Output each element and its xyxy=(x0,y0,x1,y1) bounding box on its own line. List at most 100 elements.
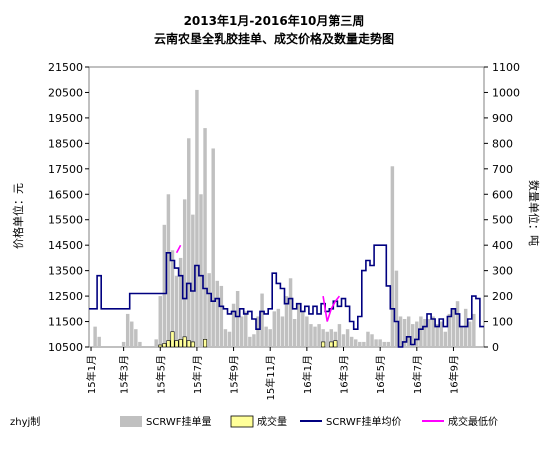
order-volume-bar xyxy=(362,341,366,347)
order-volume-bar xyxy=(239,316,244,347)
y-left-tick-label: 15500 xyxy=(48,214,83,227)
x-tick-label: 16年9月 xyxy=(447,355,460,394)
order-volume-bar xyxy=(394,270,399,347)
deal-volume-bar xyxy=(182,336,187,348)
order-volume-bar xyxy=(398,316,403,347)
order-volume-bar xyxy=(284,296,289,347)
order-volume-bar xyxy=(309,324,313,347)
y-right-tick-label: 900 xyxy=(492,112,513,125)
order-volume-bar xyxy=(463,308,468,347)
deal-volume-bar xyxy=(158,344,163,348)
order-volume-bar xyxy=(280,316,285,347)
y-axis-left-label: 价格单位：元 xyxy=(11,183,25,249)
deal-volume-bar xyxy=(321,341,326,348)
legend-label-deal-volume: 成交量 xyxy=(257,415,287,428)
order-volume-bar xyxy=(244,311,248,347)
y-left-tick-label: 17500 xyxy=(48,163,83,176)
y-left-tick-label: 20500 xyxy=(48,86,83,99)
x-tick-label: 15年11月 xyxy=(264,355,277,400)
y-right-tick-label: 100 xyxy=(492,316,513,329)
y-right-tick-label: 300 xyxy=(492,265,513,278)
deal-volume-bar xyxy=(170,331,175,348)
y-left-tick-label: 18500 xyxy=(48,137,83,150)
order-volume-bar xyxy=(455,301,460,347)
order-volume-bar xyxy=(402,319,407,347)
order-volume-bar xyxy=(301,311,305,347)
y-left-tick-label: 11500 xyxy=(48,316,83,329)
y-right-tick-label: 200 xyxy=(492,290,513,303)
y-right-tick-label: 400 xyxy=(492,239,513,252)
order-volume-bar xyxy=(419,316,423,347)
order-volume-bar xyxy=(374,339,378,347)
order-volume-bar xyxy=(415,321,419,347)
order-volume-bar xyxy=(260,293,264,347)
order-volume-bar xyxy=(235,291,240,347)
y-right-tick-label: 800 xyxy=(492,137,513,150)
order-volume-bar xyxy=(223,329,228,347)
order-volume-bar xyxy=(337,324,342,347)
order-volume-bar xyxy=(472,313,476,347)
y-left-tick-label: 16500 xyxy=(48,188,83,201)
y-left-tick-label: 21500 xyxy=(48,61,83,74)
order-volume-bar xyxy=(97,336,101,347)
order-volume-bar xyxy=(435,324,439,347)
order-volume-bar xyxy=(333,331,338,347)
order-volume-bar xyxy=(439,321,443,347)
order-volume-bar xyxy=(211,148,215,347)
y-left-tick-label: 14500 xyxy=(48,239,83,252)
order-volume-bar xyxy=(292,319,297,347)
y-right-tick-label: 700 xyxy=(492,163,513,176)
order-volume-bar xyxy=(191,214,195,347)
order-volume-bar xyxy=(166,194,171,347)
order-volume-bar xyxy=(174,275,179,347)
legend-label-order-volume: SCRWF挂单量 xyxy=(146,415,212,428)
order-volume-bar xyxy=(256,316,260,347)
order-volume-bar xyxy=(390,166,395,347)
x-tick-label: 16年7月 xyxy=(411,355,424,394)
order-volume-bar xyxy=(370,334,374,347)
order-volume-bar xyxy=(325,331,329,347)
y-right-tick-label: 0 xyxy=(492,341,499,354)
deal-volume-bar xyxy=(333,340,338,348)
order-volume-bar xyxy=(199,194,203,347)
credit-label: zhyj制 xyxy=(10,415,40,428)
order-avg-price-line xyxy=(89,244,484,348)
order-volume-bar xyxy=(382,341,386,347)
order-volume-bar xyxy=(170,250,175,347)
order-volume-bar xyxy=(431,316,435,347)
order-volume-bar xyxy=(358,341,362,347)
order-volume-bar xyxy=(138,341,142,347)
order-volume-bar xyxy=(252,334,256,347)
order-volume-bar xyxy=(321,329,325,347)
deal-volume-bar xyxy=(186,340,191,348)
order-volume-bar xyxy=(207,273,211,347)
order-volume-bar xyxy=(187,138,191,347)
order-volume-bar xyxy=(248,336,252,347)
order-volume-bar xyxy=(451,308,456,347)
order-volume-bar xyxy=(231,303,236,347)
order-volume-bar xyxy=(296,303,301,347)
order-volume-bar xyxy=(268,329,272,347)
deal-volume-bar xyxy=(166,340,171,348)
y-right-tick-label: 600 xyxy=(492,188,513,201)
order-volume-bar xyxy=(215,280,220,347)
legend-swatch-order-volume xyxy=(120,416,142,427)
order-volume-bar xyxy=(219,285,224,347)
deal-volume-bar xyxy=(174,340,179,348)
order-volume-bar xyxy=(264,326,268,347)
order-volume-bar xyxy=(459,326,464,347)
order-volume-bar xyxy=(125,313,130,347)
order-volume-bar xyxy=(386,341,391,347)
order-volume-bar xyxy=(406,316,411,347)
deal-volume-bar xyxy=(329,341,334,348)
order-volume-bar xyxy=(121,341,126,347)
order-volume-bar xyxy=(423,319,427,347)
chart-title-line2: 云南农垦全乳胶挂单、成交价格及数量走势图 xyxy=(154,31,394,46)
order-volume-bar xyxy=(158,296,162,347)
order-volume-bar xyxy=(378,339,382,347)
x-tick-label: 15年7月 xyxy=(191,355,204,394)
y-right-tick-label: 1000 xyxy=(492,86,520,99)
x-tick-label: 16年5月 xyxy=(374,355,387,394)
order-volume-bar xyxy=(411,324,415,347)
order-volume-bar xyxy=(288,278,293,347)
